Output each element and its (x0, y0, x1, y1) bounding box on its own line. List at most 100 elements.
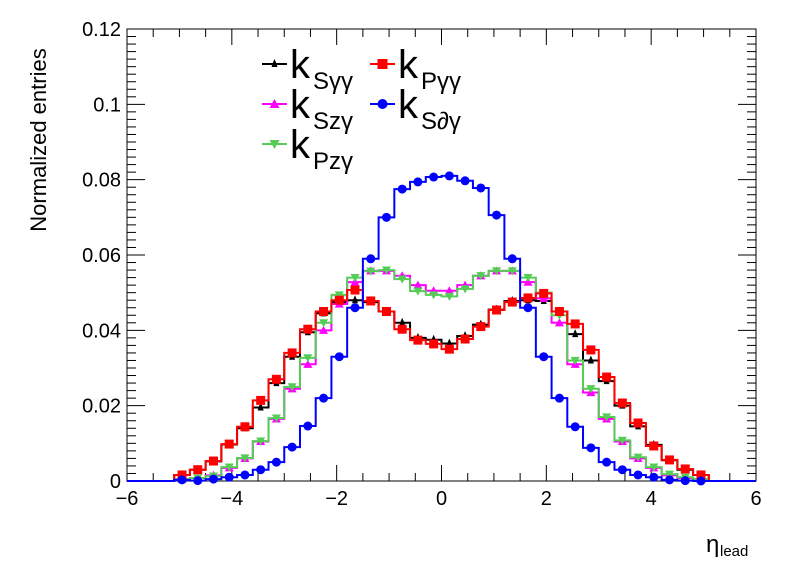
legend-label-sub: Szγ (313, 108, 353, 135)
data-point (208, 456, 218, 466)
data-point (366, 254, 376, 264)
legend-entry: k Pzγ (262, 123, 353, 175)
y-tick-label: 0.02 (82, 396, 121, 418)
data-point (444, 286, 454, 295)
y-tick-label: 0.06 (82, 245, 121, 267)
series-step-line (127, 289, 756, 482)
data-point (271, 457, 281, 467)
legend-marker (377, 59, 388, 69)
data-point (539, 288, 549, 298)
series-S∂γ (127, 171, 756, 486)
data-point (649, 463, 659, 472)
data-point (602, 413, 612, 422)
data-point (240, 422, 250, 432)
series-step-line (127, 174, 756, 482)
legend-marker (271, 59, 278, 67)
legend-label: k (290, 43, 311, 87)
data-point (287, 348, 297, 358)
data-point (334, 352, 344, 362)
legend-entry: k Sγγ (262, 43, 353, 95)
data-point (413, 177, 423, 187)
data-point (680, 464, 690, 474)
data-point (429, 172, 439, 182)
data-point (570, 422, 580, 432)
data-point (570, 319, 580, 329)
legend-label: k (290, 123, 311, 167)
data-point (303, 324, 313, 334)
y-tick-label: 0 (110, 471, 121, 493)
legend-label: k (398, 43, 419, 87)
data-point (256, 437, 266, 446)
data-point (177, 470, 187, 480)
x-tick-label: −6 (116, 488, 139, 510)
legend-label-sub: Pzγ (313, 148, 353, 175)
data-point (177, 475, 187, 485)
data-point (633, 470, 643, 480)
data-point (240, 454, 250, 463)
data-point (572, 329, 579, 338)
x-axis-title-main: η (706, 531, 719, 558)
data-point (366, 267, 376, 276)
y-tick-label: 0.12 (82, 19, 121, 41)
data-point (680, 476, 690, 486)
legend-label-sub: Sγγ (313, 68, 353, 95)
data-point (554, 307, 564, 316)
x-axis-title-sub: lead (720, 543, 748, 560)
legend-label: k (398, 83, 419, 127)
data-point (193, 476, 203, 486)
data-point (507, 267, 517, 276)
legend-entry: k S∂γ (370, 83, 461, 135)
data-point (319, 319, 329, 328)
data-point (224, 463, 234, 472)
data-point (460, 176, 470, 186)
data-point (523, 303, 533, 313)
data-point (617, 436, 627, 445)
data-point (366, 296, 376, 306)
data-point (399, 317, 406, 326)
x-tick-label: 0 (436, 488, 447, 510)
data-point (224, 472, 234, 482)
data-point (224, 439, 234, 449)
data-point (381, 307, 391, 316)
data-point (350, 285, 360, 295)
legend-marker (269, 99, 280, 108)
data-point (554, 393, 564, 403)
data-point (256, 395, 266, 405)
data-point (271, 374, 281, 384)
data-point (649, 472, 659, 482)
data-point (460, 285, 470, 294)
plot-frame (126, 28, 757, 482)
data-point (350, 274, 360, 283)
legend-marker (269, 140, 280, 149)
data-point (397, 324, 407, 334)
legend-label-sub: S∂γ (421, 108, 461, 135)
data-point (696, 476, 706, 486)
legend-label-sub: Pγγ (421, 68, 461, 95)
data-point (602, 457, 612, 467)
data-point (665, 470, 675, 479)
data-point (602, 372, 612, 382)
data-point (334, 295, 344, 305)
data-point (303, 359, 313, 368)
legend-marker (377, 99, 388, 109)
data-point (586, 443, 596, 453)
data-point (633, 453, 643, 462)
legend-entry: k Szγ (262, 83, 353, 135)
x-tick-label: 4 (646, 488, 657, 510)
x-tick-label: 6 (750, 488, 761, 510)
data-point (319, 325, 329, 334)
data-point (586, 345, 596, 355)
data-point (696, 470, 706, 480)
y-tick-label: 0.08 (82, 170, 121, 192)
data-point (303, 421, 313, 431)
data-point (523, 274, 533, 283)
data-point (319, 393, 329, 403)
y-axis-title: Normalized entries (26, 48, 51, 231)
data-point (649, 441, 659, 451)
data-point (444, 344, 454, 354)
data-point (271, 414, 281, 423)
data-point (352, 295, 359, 304)
data-point (460, 334, 470, 344)
data-point (587, 355, 594, 364)
